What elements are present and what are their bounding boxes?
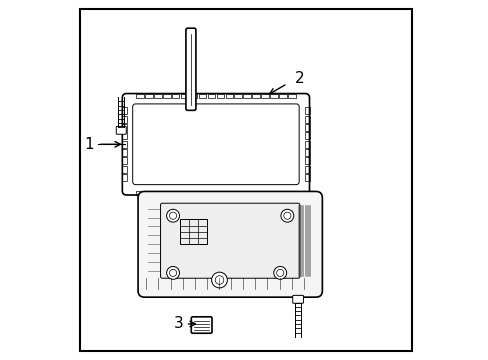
FancyBboxPatch shape xyxy=(138,192,322,297)
Circle shape xyxy=(211,272,227,288)
Text: 2: 2 xyxy=(294,71,304,86)
FancyBboxPatch shape xyxy=(160,203,299,278)
FancyBboxPatch shape xyxy=(185,28,196,111)
Circle shape xyxy=(166,209,179,222)
FancyBboxPatch shape xyxy=(116,126,126,134)
Circle shape xyxy=(276,269,283,276)
Circle shape xyxy=(215,276,224,284)
Text: 1: 1 xyxy=(84,137,94,152)
Circle shape xyxy=(169,269,176,276)
Circle shape xyxy=(169,212,176,219)
Circle shape xyxy=(281,209,293,222)
Text: 3: 3 xyxy=(173,316,183,332)
FancyBboxPatch shape xyxy=(191,317,212,333)
FancyBboxPatch shape xyxy=(292,296,303,303)
Circle shape xyxy=(283,212,290,219)
Circle shape xyxy=(166,266,179,279)
Circle shape xyxy=(273,266,286,279)
